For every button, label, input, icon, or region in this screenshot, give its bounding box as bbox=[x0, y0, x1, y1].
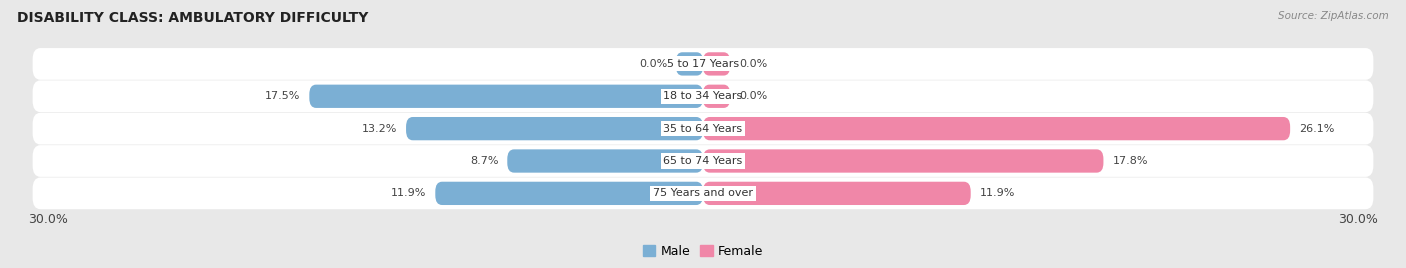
Text: 75 Years and over: 75 Years and over bbox=[652, 188, 754, 198]
Text: 0.0%: 0.0% bbox=[740, 91, 768, 101]
Text: 0.0%: 0.0% bbox=[638, 59, 666, 69]
FancyBboxPatch shape bbox=[32, 48, 1374, 80]
FancyBboxPatch shape bbox=[32, 113, 1374, 144]
FancyBboxPatch shape bbox=[508, 149, 703, 173]
Legend: Male, Female: Male, Female bbox=[638, 240, 768, 263]
Text: DISABILITY CLASS: AMBULATORY DIFFICULTY: DISABILITY CLASS: AMBULATORY DIFFICULTY bbox=[17, 11, 368, 25]
Text: Source: ZipAtlas.com: Source: ZipAtlas.com bbox=[1278, 11, 1389, 21]
FancyBboxPatch shape bbox=[676, 52, 703, 76]
Text: 65 to 74 Years: 65 to 74 Years bbox=[664, 156, 742, 166]
FancyBboxPatch shape bbox=[32, 80, 1374, 112]
Text: 18 to 34 Years: 18 to 34 Years bbox=[664, 91, 742, 101]
Text: 30.0%: 30.0% bbox=[1339, 213, 1378, 226]
Text: 13.2%: 13.2% bbox=[361, 124, 396, 134]
FancyBboxPatch shape bbox=[703, 149, 1104, 173]
FancyBboxPatch shape bbox=[703, 85, 730, 108]
Text: 5 to 17 Years: 5 to 17 Years bbox=[666, 59, 740, 69]
FancyBboxPatch shape bbox=[703, 117, 1291, 140]
Text: 11.9%: 11.9% bbox=[980, 188, 1015, 198]
FancyBboxPatch shape bbox=[309, 85, 703, 108]
Text: 26.1%: 26.1% bbox=[1299, 124, 1334, 134]
Text: 30.0%: 30.0% bbox=[28, 213, 67, 226]
FancyBboxPatch shape bbox=[436, 182, 703, 205]
FancyBboxPatch shape bbox=[32, 177, 1374, 209]
Text: 17.8%: 17.8% bbox=[1112, 156, 1147, 166]
FancyBboxPatch shape bbox=[32, 145, 1374, 177]
Text: 8.7%: 8.7% bbox=[470, 156, 498, 166]
FancyBboxPatch shape bbox=[406, 117, 703, 140]
Text: 0.0%: 0.0% bbox=[740, 59, 768, 69]
Text: 35 to 64 Years: 35 to 64 Years bbox=[664, 124, 742, 134]
FancyBboxPatch shape bbox=[703, 182, 970, 205]
Text: 17.5%: 17.5% bbox=[264, 91, 301, 101]
FancyBboxPatch shape bbox=[703, 52, 730, 76]
Text: 11.9%: 11.9% bbox=[391, 188, 426, 198]
